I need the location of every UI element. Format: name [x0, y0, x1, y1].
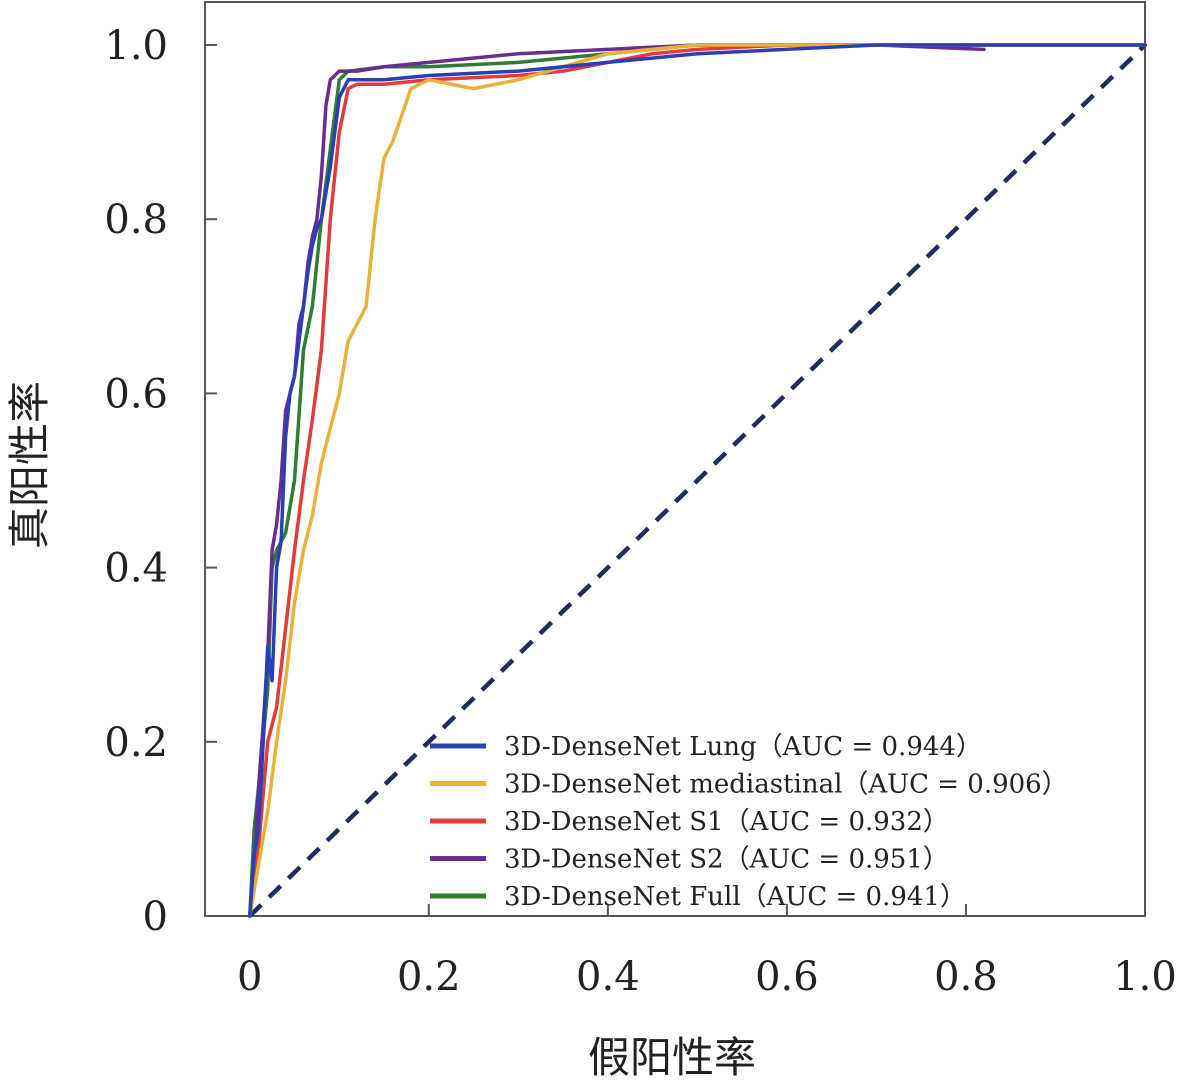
x-axis-title: 假阳性率 [588, 1033, 756, 1081]
y-tick-label: 1.0 [104, 23, 168, 69]
x-tick-label: 1.0 [1113, 954, 1177, 1000]
x-tick-label: 0.2 [397, 954, 461, 1000]
x-tick-label: 0.8 [934, 954, 998, 1000]
roc-curve-line [248, 43, 1147, 918]
legend-entry-label: 3D-DenseNet Lung（AUC = 0.944） [504, 732, 982, 762]
chance-diagonal-line [248, 43, 1147, 918]
legend-entry-label: 3D-DenseNet Full（AUC = 0.941） [504, 882, 966, 912]
plot-frame [204, 1, 1146, 917]
y-tick-label: 0.8 [104, 197, 168, 243]
x-tick-label: 0 [237, 954, 262, 1000]
legend: 3D-DenseNet Lung（AUC = 0.944） 3D-DenseNet… [430, 732, 1068, 912]
x-axis-ticks: 0 0.2 0.4 0.6 0.8 1.0 [237, 904, 1177, 1000]
y-axis-ticks: 0 0.2 0.4 0.6 0.8 1.0 [104, 23, 217, 940]
roc-curve-line [248, 43, 1147, 918]
x-tick-label: 0.4 [576, 954, 640, 1000]
legend-entry-label: 3D-DenseNet mediastinal（AUC = 0.906） [504, 770, 1068, 800]
legend-entry-label: 3D-DenseNet S2（AUC = 0.951） [504, 845, 949, 875]
legend-entry-label: 3D-DenseNet S1（AUC = 0.932） [504, 807, 949, 837]
y-tick-label: 0.4 [104, 546, 168, 592]
x-tick-label: 0.6 [755, 954, 819, 1000]
y-tick-label: 0.6 [104, 371, 168, 417]
y-tick-label: 0 [143, 894, 168, 940]
y-axis-title: 真阳性率 [5, 381, 54, 549]
roc-series-lines [248, 43, 1147, 918]
y-tick-label: 0.2 [104, 720, 168, 766]
